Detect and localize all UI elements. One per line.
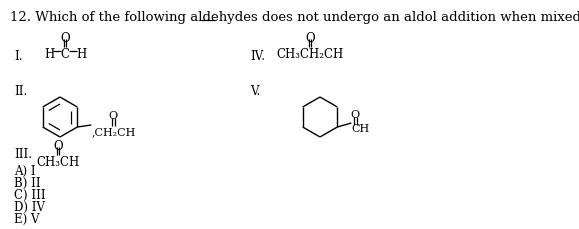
- Text: D) IV: D) IV: [14, 200, 45, 213]
- Text: C) III: C) III: [14, 188, 46, 201]
- Text: O: O: [109, 111, 118, 120]
- Text: ,CH₂CH: ,CH₂CH: [91, 126, 135, 136]
- Text: O: O: [305, 32, 315, 45]
- Text: CH: CH: [351, 123, 369, 134]
- Text: H: H: [44, 48, 54, 61]
- Text: I.: I.: [14, 50, 23, 63]
- Text: III.: III.: [14, 147, 32, 160]
- Text: V.: V.: [250, 85, 260, 98]
- Text: CH₃CH: CH₃CH: [36, 155, 80, 168]
- Text: CH₃CH₂CH: CH₃CH₂CH: [276, 48, 343, 61]
- Text: H: H: [76, 48, 86, 61]
- Text: O: O: [351, 109, 360, 120]
- Text: E) V: E) V: [14, 212, 39, 225]
- Text: II.: II.: [14, 85, 27, 98]
- Text: B) II: B) II: [14, 176, 41, 189]
- Text: C: C: [60, 48, 69, 61]
- Text: O: O: [53, 139, 63, 152]
- Text: O: O: [60, 32, 70, 45]
- Text: 12. Which of the following aldehydes does not undergo an aldol addition when mix: 12. Which of the following aldehydes doe…: [10, 11, 579, 24]
- Text: IV.: IV.: [250, 50, 265, 63]
- Text: A) I: A) I: [14, 164, 36, 177]
